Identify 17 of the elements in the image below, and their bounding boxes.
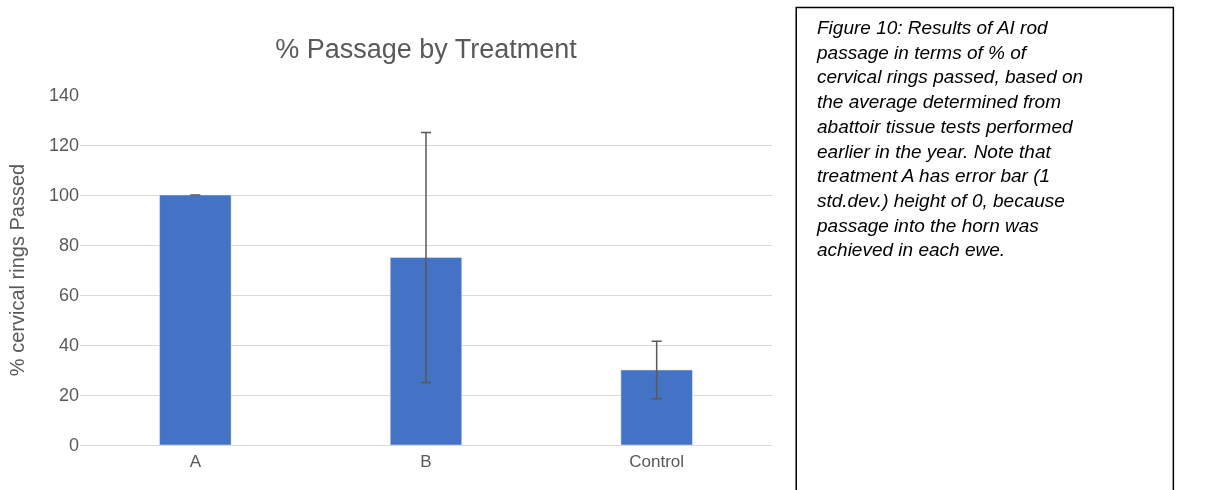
- y-tick-label: 100: [48, 185, 79, 206]
- x-tick-label: Control: [629, 451, 685, 471]
- y-tick-label: 20: [58, 385, 79, 406]
- x-tick-label: B: [420, 451, 432, 471]
- y-tick-label: 80: [58, 235, 79, 256]
- x-tick-label: A: [189, 451, 202, 471]
- text: Figure 10: Results of AI rod passage in terms of % of cervical rings passed, based on the average determined from abattoir tissue tests performed earlier in the year. Note that treatment A has error bar (1 std.dev.) height of 0, because passage into the horn was achieved in each ewe.: [817, 17, 1084, 261]
- y-tick-label: 120: [48, 135, 79, 156]
- y-tick-label: 140: [48, 85, 79, 106]
- bar: [620, 369, 693, 445]
- bar: [159, 194, 232, 445]
- y-tick-label: 0: [68, 435, 79, 456]
- y-tick-label: 40: [58, 335, 79, 356]
- y-tick-label: 60: [58, 285, 79, 306]
- chart-title: % Passage by Treatment: [275, 34, 578, 65]
- bar: [390, 257, 462, 445]
- y-axis-title: % cervical rings Passed: [6, 163, 29, 377]
